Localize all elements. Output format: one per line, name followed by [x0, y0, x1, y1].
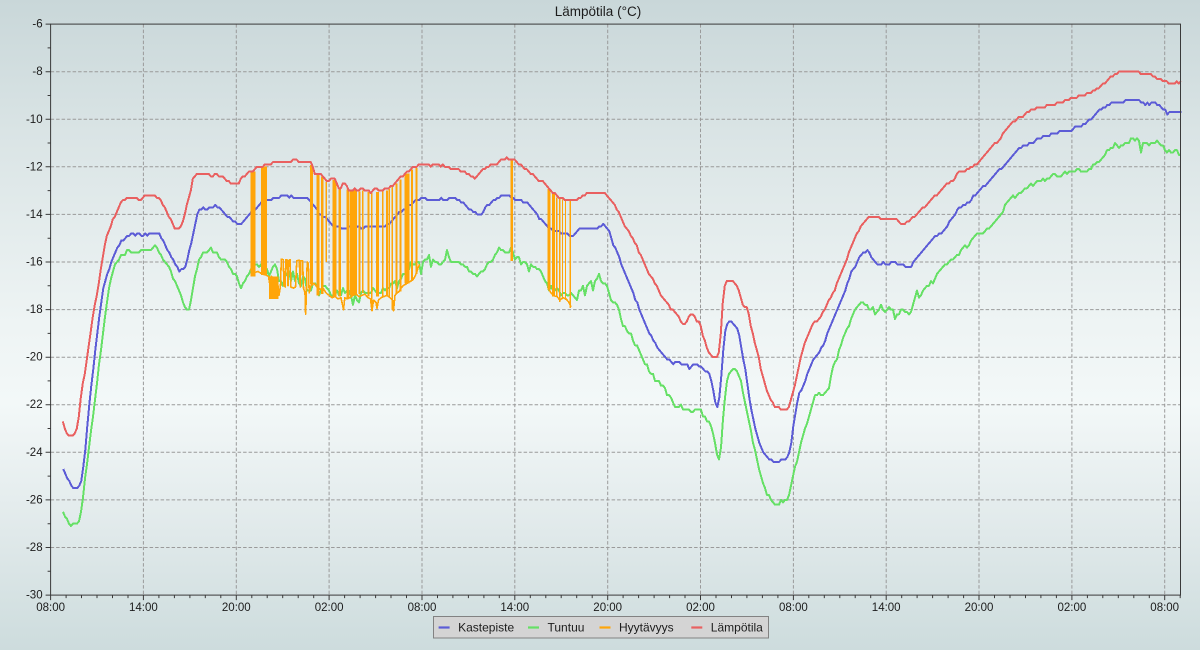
svg-text:-22: -22: [26, 399, 43, 411]
svg-text:20:00: 20:00: [222, 602, 251, 614]
svg-text:-18: -18: [26, 304, 43, 316]
svg-text:-6: -6: [32, 19, 42, 31]
svg-text:08:00: 08:00: [408, 602, 437, 614]
svg-text:14:00: 14:00: [500, 602, 529, 614]
svg-text:14:00: 14:00: [872, 602, 901, 614]
svg-text:02:00: 02:00: [315, 602, 344, 614]
svg-text:20:00: 20:00: [965, 602, 994, 614]
svg-text:-12: -12: [26, 161, 43, 173]
svg-text:20:00: 20:00: [593, 602, 622, 614]
svg-text:-14: -14: [26, 209, 43, 221]
svg-text:-8: -8: [32, 66, 42, 78]
svg-text:-28: -28: [26, 542, 43, 554]
svg-text:02:00: 02:00: [686, 602, 715, 614]
svg-text:Tuntuu: Tuntuu: [548, 621, 585, 635]
svg-text:Lämpötila (°C): Lämpötila (°C): [555, 4, 641, 19]
svg-text:14:00: 14:00: [129, 602, 158, 614]
svg-text:Hyytävyys: Hyytävyys: [619, 621, 674, 635]
svg-text:-16: -16: [26, 257, 43, 269]
svg-text:-30: -30: [26, 590, 43, 602]
svg-text:-20: -20: [26, 352, 43, 364]
svg-text:Kastepiste: Kastepiste: [458, 621, 514, 635]
svg-text:-24: -24: [26, 447, 43, 459]
svg-text:-26: -26: [26, 494, 43, 506]
svg-text:08:00: 08:00: [779, 602, 808, 614]
svg-text:-10: -10: [26, 114, 43, 126]
svg-text:08:00: 08:00: [36, 602, 65, 614]
svg-text:Lämpötila: Lämpötila: [711, 621, 763, 635]
svg-text:02:00: 02:00: [1058, 602, 1087, 614]
svg-text:08:00: 08:00: [1150, 602, 1179, 614]
